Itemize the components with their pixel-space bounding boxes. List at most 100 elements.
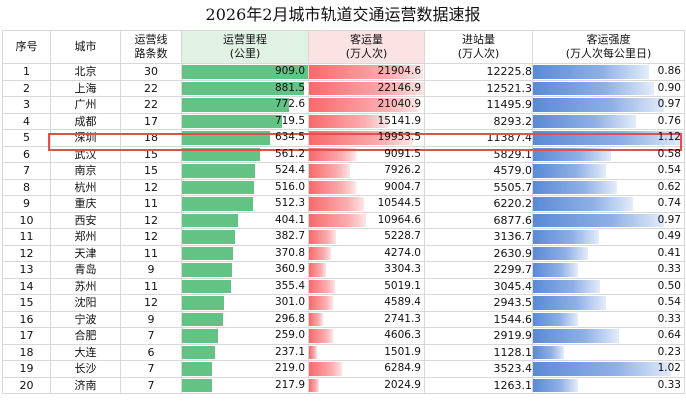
- cell-ridership-value: 4589.4: [384, 296, 421, 309]
- cell-ridership: 22146.9: [308, 79, 425, 97]
- cell-intensity: 0.23: [532, 343, 685, 361]
- cell-ridership: 4589.4: [308, 294, 425, 312]
- cell-intensity: 0.58: [532, 145, 685, 163]
- cell-city: 武汉: [50, 145, 121, 163]
- cell-length: 909.0: [181, 63, 309, 81]
- cell-length-bar: [182, 197, 254, 211]
- cell-idx: 14: [2, 277, 51, 295]
- cell-entries: 6877.6: [424, 211, 533, 229]
- cell-ridership: 9091.5: [308, 145, 425, 163]
- cell-ridership-value: 19953.5: [377, 131, 421, 144]
- cell-city: 杭州: [50, 178, 121, 196]
- cell-intensity: 0.62: [532, 178, 685, 196]
- cell-ridership-bar: [309, 180, 356, 194]
- cell-ridership-bar: [309, 197, 364, 211]
- cell-length-value: 404.1: [274, 213, 305, 226]
- cell-ridership: 19953.5: [308, 129, 425, 147]
- cell-ridership: 9004.7: [308, 178, 425, 196]
- cell-lines: 22: [120, 96, 182, 114]
- cell-idx: 15: [2, 294, 51, 312]
- cell-idx: 16: [2, 310, 51, 328]
- table-row: 10 西安 12 404.1 10964.6 6877.6 0.97: [2, 211, 685, 229]
- cell-lines: 11: [120, 277, 182, 295]
- cell-ridership-value: 9004.7: [384, 180, 421, 193]
- cell-ridership: 1501.9: [308, 343, 425, 361]
- cell-intensity: 0.86: [532, 63, 685, 81]
- cell-intensity: 1.02: [532, 360, 685, 378]
- cell-length: 516.0: [181, 178, 309, 196]
- cell-intensity-value: 0.74: [657, 197, 681, 210]
- cell-length-value: 360.9: [274, 263, 305, 276]
- cell-length-bar: [182, 263, 233, 277]
- cell-length-bar: [182, 378, 213, 392]
- cell-entries: 2919.9: [424, 327, 533, 345]
- cell-ridership-value: 22146.9: [377, 81, 421, 94]
- cell-length: 561.2: [181, 145, 309, 163]
- cell-intensity: 0.54: [532, 294, 685, 312]
- cell-length: 259.0: [181, 327, 309, 345]
- cell-intensity-value: 0.41: [657, 246, 681, 259]
- cell-length-bar: [182, 98, 290, 112]
- cell-intensity-bar: [533, 378, 578, 392]
- cell-ridership-value: 5019.1: [384, 279, 421, 292]
- cell-length-value: 772.6: [274, 98, 305, 111]
- cell-length-bar: [182, 312, 224, 326]
- header-lines: 运营线 路条数: [120, 30, 182, 64]
- cell-ridership: 4274.0: [308, 244, 425, 262]
- cell-city: 南京: [50, 162, 121, 180]
- cell-length-value: 909.0: [274, 65, 305, 78]
- header-idx: 序号: [2, 30, 51, 64]
- cell-length-value: 382.7: [274, 230, 305, 243]
- cell-length-bar: [182, 246, 234, 260]
- cell-ridership-value: 7926.2: [384, 164, 421, 177]
- cell-ridership-value: 10964.6: [377, 213, 421, 226]
- cell-ridership-bar: [309, 345, 317, 359]
- cell-ridership-bar: [309, 246, 332, 260]
- cell-length: 237.1: [181, 343, 309, 361]
- cell-ridership-value: 4274.0: [384, 246, 421, 259]
- cell-length: 512.3: [181, 195, 309, 213]
- cell-ridership-bar: [309, 378, 320, 392]
- cell-lines: 15: [120, 145, 182, 163]
- cell-idx: 20: [2, 376, 51, 394]
- cell-length-bar: [182, 362, 213, 376]
- cell-intensity: 0.97: [532, 211, 685, 229]
- cell-entries: 8293.2: [424, 112, 533, 130]
- cell-ridership: 21040.9: [308, 96, 425, 114]
- cell-entries: 5829.1: [424, 145, 533, 163]
- table-row: 1 北京 30 909.0 21904.6 12225.8 0.86: [2, 63, 685, 81]
- cell-entries: 5505.7: [424, 178, 533, 196]
- cell-city: 天津: [50, 244, 121, 262]
- cell-intensity-bar: [533, 213, 664, 227]
- cell-ridership-value: 15141.9: [377, 114, 421, 127]
- cell-lines: 11: [120, 244, 182, 262]
- cell-ridership-bar: [309, 164, 351, 178]
- cell-entries: 1263.1: [424, 376, 533, 394]
- cell-city: 合肥: [50, 327, 121, 345]
- cell-ridership: 10964.6: [308, 211, 425, 229]
- cell-intensity-bar: [533, 296, 606, 310]
- cell-length: 881.5: [181, 79, 309, 97]
- cell-ridership-bar: [309, 263, 327, 277]
- cell-entries: 2630.9: [424, 244, 533, 262]
- cell-length: 404.1: [181, 211, 309, 229]
- cell-ridership-bar: [309, 81, 424, 95]
- cell-lines: 12: [120, 211, 182, 229]
- cell-entries: 2943.5: [424, 294, 533, 312]
- cell-intensity-value: 0.90: [657, 81, 681, 94]
- cell-lines: 7: [120, 360, 182, 378]
- cell-length-value: 719.5: [274, 114, 305, 127]
- cell-idx: 18: [2, 343, 51, 361]
- header-intensity: 客运强度 (万人次每公里日): [532, 30, 685, 64]
- cell-ridership-bar: [309, 65, 423, 79]
- cell-length-value: 217.9: [274, 378, 305, 391]
- cell-lines: 9: [120, 261, 182, 279]
- cell-ridership-bar: [309, 213, 366, 227]
- cell-ridership: 5228.7: [308, 228, 425, 246]
- cell-lines: 30: [120, 63, 182, 81]
- cell-length-bar: [182, 114, 282, 128]
- header-length: 运营里程 (公里): [181, 30, 309, 64]
- table-row: 9 重庆 11 512.3 10544.5 6220.2 0.74: [2, 195, 685, 213]
- cell-ridership: 2024.9: [308, 376, 425, 394]
- cell-ridership: 15141.9: [308, 112, 425, 130]
